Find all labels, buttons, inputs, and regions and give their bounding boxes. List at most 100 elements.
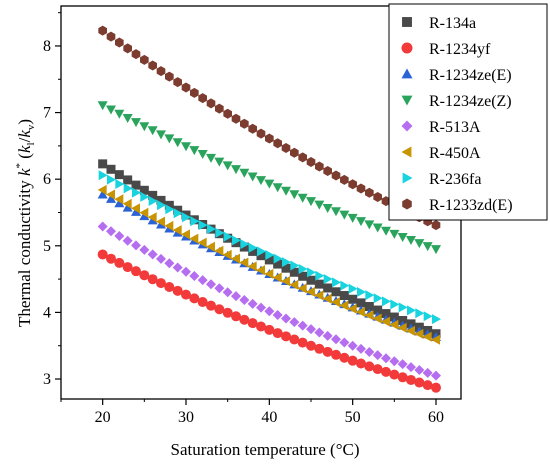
data-point (156, 216, 165, 227)
data-point (97, 189, 108, 199)
data-point (181, 142, 191, 152)
data-point (198, 220, 208, 231)
data-point (289, 190, 300, 200)
data-point (406, 325, 415, 336)
data-point (331, 297, 340, 308)
data-point (214, 157, 225, 167)
data-point (131, 266, 141, 277)
data-point (372, 313, 382, 324)
legend-entry: R-1234ze(E) (401, 67, 512, 84)
data-point (348, 179, 357, 190)
data-point (156, 130, 166, 140)
data-point (97, 221, 108, 232)
legend-marker (402, 198, 412, 210)
data-point (106, 31, 116, 42)
data-point (114, 198, 125, 208)
legend-label: R-450A (429, 145, 481, 162)
data-point (131, 180, 141, 190)
data-point (331, 287, 341, 297)
data-point (164, 282, 175, 293)
data-point (131, 118, 141, 128)
data-point (231, 113, 241, 124)
data-point (373, 191, 382, 202)
data-point (256, 302, 266, 313)
data-point (189, 233, 199, 244)
data-point (381, 226, 391, 236)
data-point (139, 244, 150, 255)
data-point (264, 324, 275, 335)
legend-entry: R-513A (401, 119, 481, 136)
data-point (247, 318, 258, 329)
data-point (156, 66, 166, 77)
x-tick-label: 40 (261, 409, 277, 426)
data-point (164, 258, 175, 269)
data-point (414, 239, 425, 249)
data-point (123, 183, 133, 194)
data-point (314, 343, 325, 354)
data-point (364, 220, 375, 230)
data-point (373, 305, 383, 315)
data-point (106, 226, 116, 237)
data-point (322, 330, 333, 341)
legend-marker (401, 42, 413, 54)
data-point (306, 286, 315, 297)
data-point (389, 312, 399, 322)
data-point (165, 71, 174, 82)
data-point (314, 327, 325, 338)
data-point (364, 302, 374, 312)
data-point (114, 109, 125, 119)
data-point (281, 263, 291, 273)
data-point (356, 307, 365, 318)
data-point (273, 259, 283, 269)
data-point (198, 93, 207, 104)
y-tick-label: 4 (43, 304, 51, 321)
data-point (231, 253, 240, 264)
data-point (123, 175, 133, 185)
data-point (282, 257, 291, 268)
data-point (289, 267, 299, 277)
y-tick-label: 8 (43, 38, 51, 55)
data-point (422, 242, 433, 252)
data-point (182, 212, 191, 223)
data-point (265, 250, 275, 261)
data-point (422, 331, 432, 342)
data-point (239, 295, 250, 306)
data-point (231, 291, 241, 302)
data-point (332, 277, 341, 288)
data-point (181, 289, 191, 300)
data-point (172, 262, 183, 273)
data-point (156, 253, 166, 264)
data-point (322, 293, 332, 304)
data-point (298, 263, 308, 274)
data-point (314, 290, 324, 301)
data-point (339, 300, 349, 311)
series-R-236fa (98, 170, 441, 325)
y-tick-label: 7 (43, 105, 51, 122)
legend-label: R-236fa (429, 171, 481, 188)
data-point (131, 206, 141, 216)
data-point (407, 305, 416, 316)
data-point (147, 212, 157, 223)
data-point (264, 306, 275, 317)
data-point (322, 346, 333, 357)
data-point (306, 340, 316, 351)
data-point (207, 224, 216, 235)
data-point (347, 213, 358, 223)
data-point (323, 283, 333, 293)
data-point (107, 174, 116, 185)
data-point (239, 168, 250, 178)
data-point (190, 87, 199, 98)
data-point (106, 193, 116, 203)
legend-label: R-1233zd(E) (429, 197, 513, 214)
data-point (290, 147, 299, 158)
data-point (214, 304, 225, 315)
data-point (290, 260, 300, 271)
data-point (248, 242, 258, 253)
data-point (147, 274, 158, 285)
legend-entry: R-236fa (402, 171, 481, 188)
data-point (206, 279, 216, 290)
legend-label: R-1234yf (429, 41, 491, 58)
data-point (257, 246, 266, 257)
data-point (98, 25, 107, 36)
data-point (281, 276, 290, 287)
